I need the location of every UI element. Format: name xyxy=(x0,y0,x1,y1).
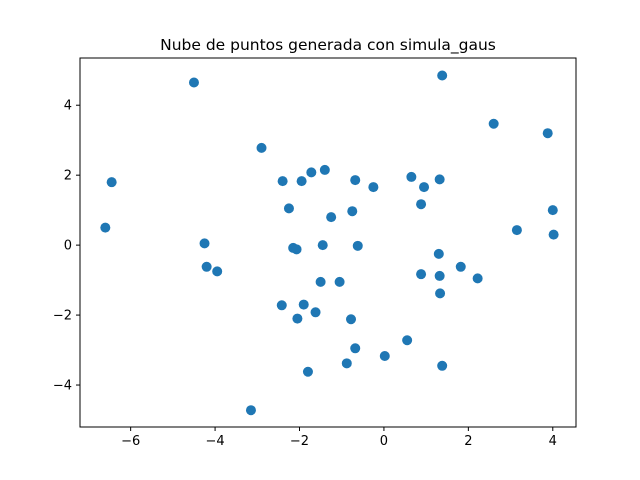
data-point-46 xyxy=(511,225,522,236)
data-point-1 xyxy=(106,177,117,188)
data-point-9 xyxy=(276,300,287,311)
data-point-44 xyxy=(472,273,483,284)
data-point-30 xyxy=(368,182,379,193)
data-point-33 xyxy=(406,171,417,182)
data-point-32 xyxy=(402,335,413,346)
data-point-26 xyxy=(347,206,358,217)
data-point-4 xyxy=(201,261,212,272)
chart-title: Nube de puntos generada con simula_gaus xyxy=(160,36,496,55)
data-point-15 xyxy=(298,299,309,310)
y-tick-label: 2 xyxy=(64,169,72,184)
data-point-24 xyxy=(341,358,352,369)
data-point-3 xyxy=(199,238,210,249)
data-point-13 xyxy=(292,313,303,324)
y-tick-label: −4 xyxy=(53,379,72,394)
x-tick-label: 4 xyxy=(549,434,557,449)
x-tick-label: 0 xyxy=(380,434,388,449)
x-tick-label: −2 xyxy=(290,434,309,449)
y-tick-label: −2 xyxy=(53,309,72,324)
data-point-16 xyxy=(302,366,313,377)
data-point-20 xyxy=(317,240,328,251)
x-tick-label: 2 xyxy=(464,434,472,449)
data-point-48 xyxy=(547,205,558,216)
data-point-38 xyxy=(434,174,445,185)
data-point-35 xyxy=(416,199,427,210)
data-point-49 xyxy=(548,229,559,240)
data-point-0 xyxy=(100,222,111,233)
plot-frame xyxy=(79,57,577,428)
data-point-17 xyxy=(306,167,317,178)
data-point-7 xyxy=(256,142,267,153)
data-point-37 xyxy=(433,248,444,259)
data-point-29 xyxy=(352,240,363,251)
data-point-14 xyxy=(296,176,307,187)
x-tick-label: −4 xyxy=(205,434,224,449)
data-point-22 xyxy=(326,212,337,223)
data-point-41 xyxy=(437,70,448,81)
x-tick-label: −6 xyxy=(121,434,140,449)
data-point-27 xyxy=(350,175,361,186)
data-point-31 xyxy=(379,350,390,361)
data-point-12 xyxy=(291,244,302,255)
data-point-23 xyxy=(334,276,345,287)
data-point-34 xyxy=(416,269,427,280)
data-point-6 xyxy=(245,405,256,416)
data-point-40 xyxy=(435,288,446,299)
y-tick-label: 4 xyxy=(64,99,72,114)
data-point-18 xyxy=(310,307,321,318)
data-point-5 xyxy=(212,266,223,277)
data-point-21 xyxy=(319,164,330,175)
axes: −6 −4 −2 0 2 4 −4 −2 0 2 4 xyxy=(53,57,577,449)
data-point-19 xyxy=(315,276,326,287)
data-point-39 xyxy=(434,270,445,281)
data-point-8 xyxy=(277,176,288,187)
y-tick-label: 0 xyxy=(64,239,72,254)
data-point-2 xyxy=(188,77,199,88)
data-point-47 xyxy=(542,128,553,139)
data-point-28 xyxy=(350,343,361,354)
data-point-42 xyxy=(437,360,448,371)
data-points xyxy=(100,70,559,416)
data-point-10 xyxy=(283,203,294,214)
data-point-43 xyxy=(455,261,466,272)
data-point-36 xyxy=(419,182,430,193)
data-point-45 xyxy=(488,118,499,129)
data-point-25 xyxy=(346,314,357,325)
